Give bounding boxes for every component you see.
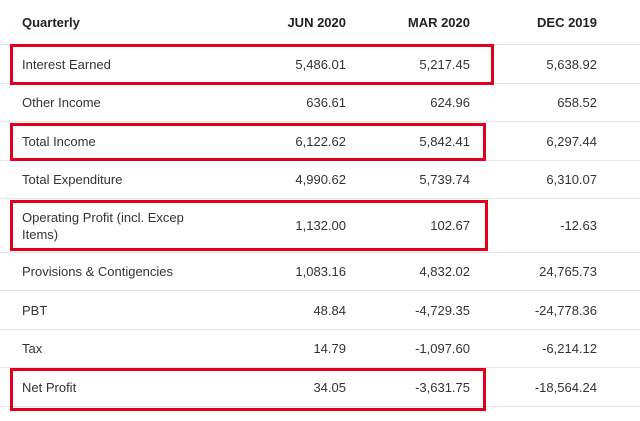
row-label: Tax xyxy=(22,341,43,356)
value-cell: 34.05 xyxy=(313,379,346,395)
table-row: Net Profit 34.05 -3,631.75 -18,564.24 xyxy=(0,368,640,407)
header-cell: MAR 2020 xyxy=(407,14,470,30)
header-cell: DEC 2019 xyxy=(537,14,597,30)
table-row: Other Income 636.61 624.96 658.52 xyxy=(0,84,640,122)
value-cell: 6,297.44 xyxy=(546,133,597,149)
row-label: Provisions & Contigencies xyxy=(22,264,174,279)
row-label: Other Income xyxy=(22,95,101,110)
value-cell: 5,739.74 xyxy=(419,172,470,187)
value-cell: 6,310.07 xyxy=(546,172,597,187)
value-cell: 658.52 xyxy=(557,95,597,110)
value-cell: 636.61 xyxy=(306,95,346,110)
value-cell: 5,842.41 xyxy=(419,133,470,149)
value-cell: 24,765.73 xyxy=(539,264,597,279)
table-row: Interest Earned 5,486.01 5,217.45 5,638.92 xyxy=(0,45,640,84)
value-cell: 1,083.16 xyxy=(295,264,346,279)
value-cell: -18,564.24 xyxy=(534,379,597,395)
row-label: Total Income xyxy=(22,133,96,149)
value-cell: 5,638.92 xyxy=(546,56,597,72)
value-cell: 4,832.02 xyxy=(419,264,470,279)
value-cell: 624.96 xyxy=(430,95,470,110)
value-cell: -4,729.35 xyxy=(415,302,470,318)
value-cell: 4,990.62 xyxy=(295,172,346,187)
highlight-box xyxy=(10,200,488,251)
table-row: Total Expenditure 4,990.62 5,739.74 6,310.0… xyxy=(0,161,640,199)
table-row: PBT 48.84 -4,729.35 -24,778.36 xyxy=(0,291,640,330)
value-cell: -6,214.12 xyxy=(542,341,597,356)
value-cell: 102.67 xyxy=(430,218,470,233)
value-cell: 6,122.62 xyxy=(295,133,346,149)
header-cell: JUN 2020 xyxy=(287,14,346,30)
highlight-box xyxy=(10,44,494,85)
row-label: Net Profit xyxy=(22,379,77,395)
value-cell: 5,217.45 xyxy=(419,56,470,72)
header-cell: Quarterly xyxy=(22,14,80,30)
value-cell: 14.79 xyxy=(313,341,346,356)
header-row: Quarterly JUN 2020 MAR 2020 DEC 2019 xyxy=(0,0,640,45)
row-label: Operating Profit (incl. Excep Items) xyxy=(22,209,184,242)
row-label: PBT xyxy=(22,302,48,318)
row-label: Interest Earned xyxy=(22,56,111,72)
value-cell: -1,097.60 xyxy=(415,341,470,356)
row-label: Total Expenditure xyxy=(22,172,123,187)
value-cell: 48.84 xyxy=(313,302,346,318)
table-row: Provisions & Contigencies 1,083.16 4,832.0… xyxy=(0,253,640,291)
value-cell: -24,778.36 xyxy=(534,302,597,318)
value-cell: -12.63 xyxy=(560,218,597,233)
table-row: Tax 14.79 -1,097.60 -6,214.12 xyxy=(0,330,640,368)
highlight-box xyxy=(10,368,486,411)
value-cell: 5,486.01 xyxy=(295,56,346,72)
highlight-box xyxy=(10,123,486,161)
value-cell: -3,631.75 xyxy=(415,379,470,395)
table-row: Operating Profit (incl. Excep Items) 1,13… xyxy=(0,199,640,253)
value-cell: 1,132.00 xyxy=(295,218,346,233)
